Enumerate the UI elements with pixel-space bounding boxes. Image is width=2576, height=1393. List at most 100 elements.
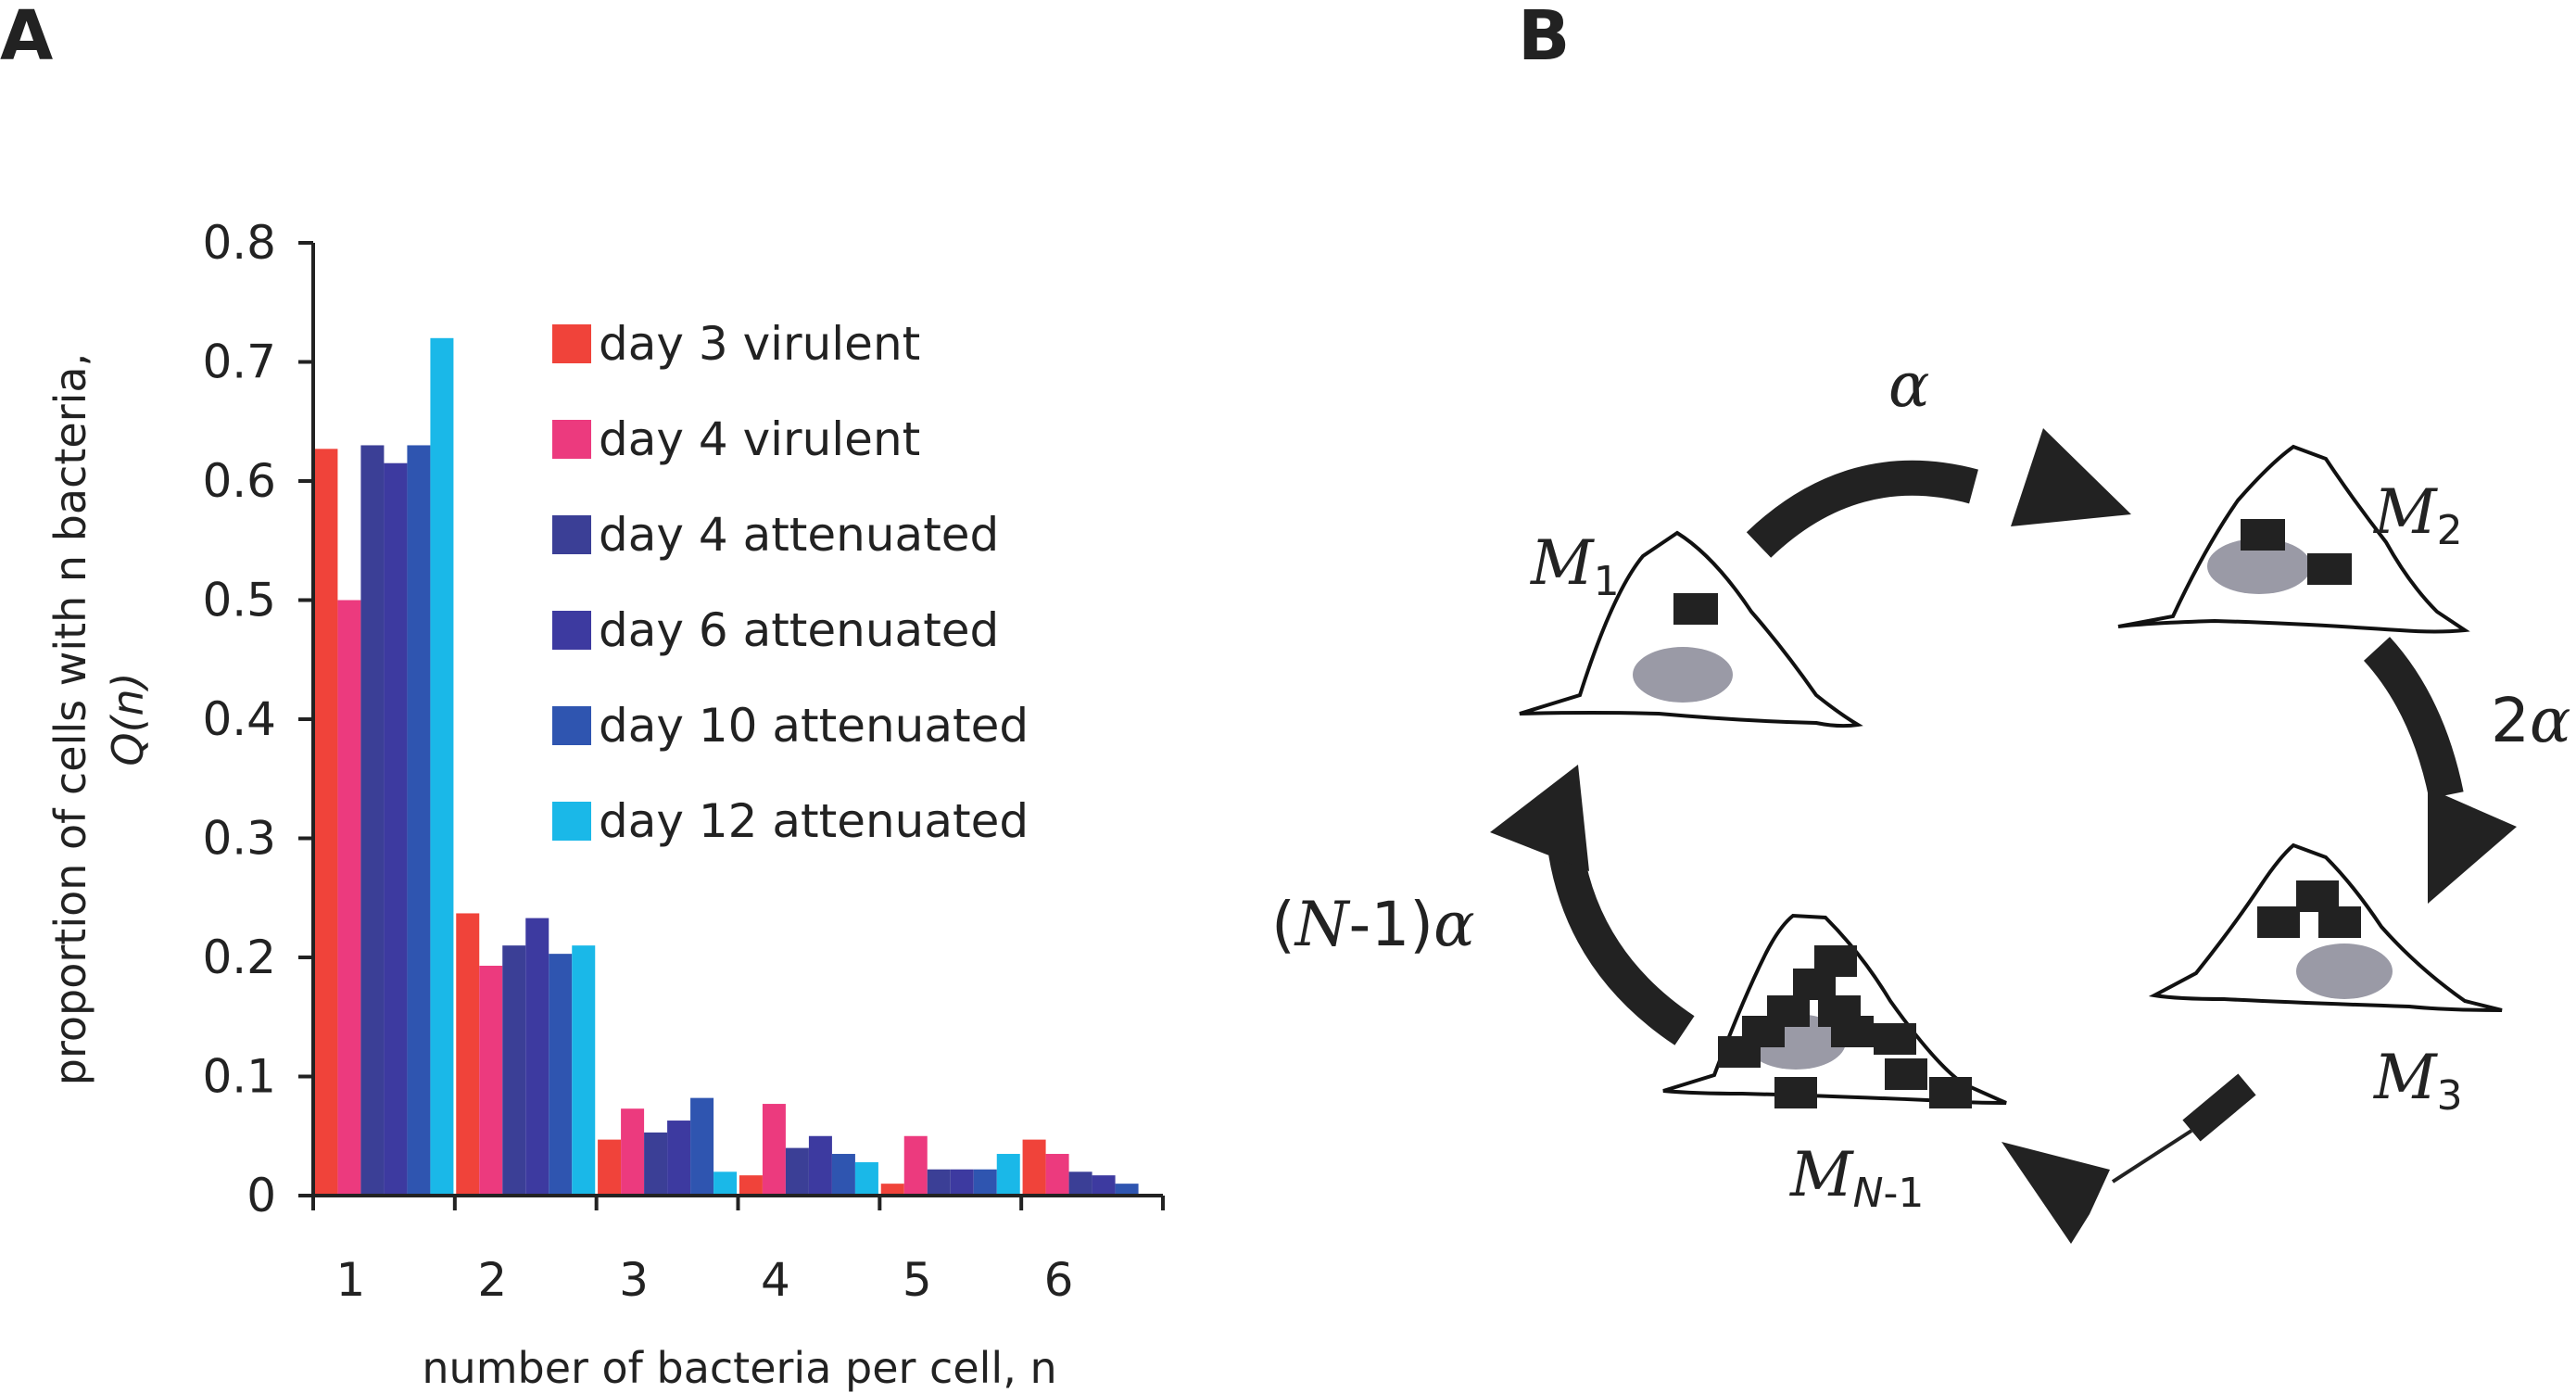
arrow-m3-to-mn-1-dash — [2182, 1073, 2256, 1142]
bar-day-10-attenuated-n2 — [549, 954, 573, 1196]
legend-swatch — [552, 420, 591, 459]
x-tick-label: 5 — [903, 1253, 932, 1307]
cell-mn-1-bacterium — [1885, 1058, 1927, 1090]
y-axis-label-qn: Q(n) — [103, 672, 153, 766]
y-tick-label: 0.8 — [202, 216, 276, 270]
legend-swatch — [552, 324, 591, 363]
bar-day-3-virulent-n6 — [1022, 1139, 1046, 1196]
x-tick-label: 1 — [336, 1253, 366, 1307]
cell-m3-bacterium — [2318, 906, 2361, 938]
bar-day-3-virulent-n3 — [598, 1139, 622, 1196]
rate-2alpha-sym: α — [2530, 685, 2571, 756]
bar-day-6-attenuated-n2 — [525, 918, 549, 1196]
bar-day-6-attenuated-n6 — [1092, 1175, 1116, 1196]
cell-mn-1-bacterium — [1831, 1016, 1874, 1047]
cell-m2-bacterium — [2307, 553, 2352, 585]
x-tick-label: 2 — [477, 1253, 507, 1307]
bar-day-4-virulent-n6 — [1045, 1154, 1069, 1196]
legend-label: day 6 attenuated — [599, 603, 999, 657]
arrow-mn-1-to-m1-shaft — [1548, 849, 1695, 1045]
cell-m1-nucleus — [1633, 647, 1733, 703]
legend-label: day 10 attenuated — [599, 699, 1029, 753]
bar-day-4-attenuated-n1 — [360, 445, 385, 1196]
bar-day-6-attenuated-n3 — [667, 1121, 691, 1196]
y-tick-label: 0.1 — [202, 1050, 276, 1104]
rate-2alpha-coef: 2 — [2491, 685, 2530, 756]
label-m1: M1 — [1530, 527, 1620, 605]
rate-alpha-label: α — [1888, 349, 1930, 421]
arrow-mn-1-to-m1 — [1490, 765, 1695, 1045]
rate-2alpha-label: 2α — [2491, 685, 2571, 756]
bar-day-12-attenuated-n1 — [430, 337, 454, 1196]
bar-day-6-attenuated-n5 — [950, 1169, 974, 1196]
bar-day-6-attenuated-n4 — [808, 1135, 832, 1196]
y-tick-label: 0.5 — [202, 574, 276, 627]
y-tick-label: 0.2 — [202, 931, 276, 984]
x-tick-label: 4 — [761, 1253, 790, 1307]
cell-m2-bacterium — [2241, 519, 2285, 551]
cell-mn-1 — [1662, 913, 2007, 1108]
bar-day-4-virulent-n4 — [762, 1104, 786, 1196]
rate-n1-sym: α — [1433, 889, 1475, 960]
bar-day-12-attenuated-n4 — [854, 1162, 878, 1196]
bar-day-4-attenuated-n4 — [785, 1147, 809, 1196]
label-m2-letter: M — [2373, 476, 2438, 548]
arrow-m3-to-mn-1 — [2001, 1073, 2256, 1244]
label-mn-1-sub-rest: -1 — [1884, 1170, 1925, 1217]
cell-mn-1-bacterium — [1774, 1077, 1817, 1108]
rate-n1-rest: -1) — [1349, 889, 1434, 960]
label-m2: M2 — [2373, 476, 2463, 554]
bar-day-4-virulent-n2 — [479, 965, 503, 1196]
bar-day-3-virulent-n5 — [880, 1184, 904, 1196]
bar-day-4-virulent-n1 — [337, 600, 361, 1196]
bar-day-12-attenuated-n5 — [996, 1154, 1020, 1196]
arrow-m2-to-m3-head — [2428, 788, 2517, 904]
bar-day-10-attenuated-n6 — [1115, 1184, 1139, 1196]
x-axis-label: number of bacteria per cell, n — [422, 1343, 1056, 1393]
legend-label: day 3 virulent — [599, 317, 920, 371]
cell-m2-nucleus — [2207, 538, 2311, 594]
cell-m3 — [2148, 842, 2503, 1012]
arrow-mn-1-to-m1-head — [1490, 765, 1589, 871]
bar-day-4-attenuated-n5 — [927, 1169, 951, 1196]
label-m3-sub: 3 — [2437, 1072, 2463, 1120]
legend-label: day 12 attenuated — [599, 794, 1029, 848]
label-m3-letter: M — [2373, 1042, 2438, 1113]
bar-chart: 0 0.1 0.2 0.3 0.4 0.5 0.6 0.7 0.8 1 2 3 4 5 6 number … — [45, 216, 1165, 1393]
panel-b-letter: B — [1518, 0, 1570, 76]
bar-day-6-attenuated-n1 — [384, 462, 408, 1197]
arrow-m1-to-m2 — [1746, 428, 2131, 558]
y-tick-label: 0.6 — [202, 454, 276, 508]
y-tick-label: 0.4 — [202, 692, 276, 746]
y-tick-label: 0.7 — [202, 336, 276, 389]
cell-m1 — [1519, 530, 1863, 728]
bar-day-4-attenuated-n2 — [502, 945, 526, 1196]
bar-day-4-virulent-n5 — [903, 1135, 928, 1196]
label-m3: M3 — [2373, 1042, 2463, 1120]
cell-cycle-diagram: α 2α (N-1)α M1 M2 M3 MN-1 — [1271, 349, 2571, 1244]
legend-swatch — [552, 802, 591, 841]
cell-m2-outline — [2117, 444, 2470, 634]
panel-a-letter: A — [0, 0, 53, 76]
rate-n1-open: ( — [1271, 889, 1295, 960]
bar-day-4-attenuated-n6 — [1068, 1171, 1092, 1196]
arrow-m3-to-mn-1-head — [2001, 1142, 2110, 1244]
label-m2-sub: 2 — [2437, 507, 2463, 554]
rate-n1-N: N — [1294, 889, 1351, 960]
cell-mn-1-bacterium — [1718, 1036, 1761, 1068]
arrow-m3-to-mn-1-thin — [2111, 1129, 2193, 1184]
bar-day-12-attenuated-n3 — [713, 1171, 738, 1196]
bar-day-12-attenuated-n2 — [572, 945, 596, 1196]
bar-day-4-virulent-n3 — [621, 1108, 645, 1196]
legend-swatch — [552, 706, 591, 745]
cell-m3-nucleus — [2296, 943, 2393, 999]
bar-day-10-attenuated-n3 — [690, 1097, 714, 1196]
bar-day-4-attenuated-n3 — [644, 1132, 668, 1196]
x-tick-label: 3 — [619, 1253, 649, 1307]
cell-m3-outline — [2148, 842, 2503, 1012]
arrow-m1-to-m2-shaft — [1746, 460, 1978, 558]
arrow-m2-to-m3 — [2363, 637, 2517, 904]
arrow-m1-to-m2-head — [2011, 428, 2131, 526]
rate-n-1-alpha-label: (N-1)α — [1271, 889, 1475, 960]
